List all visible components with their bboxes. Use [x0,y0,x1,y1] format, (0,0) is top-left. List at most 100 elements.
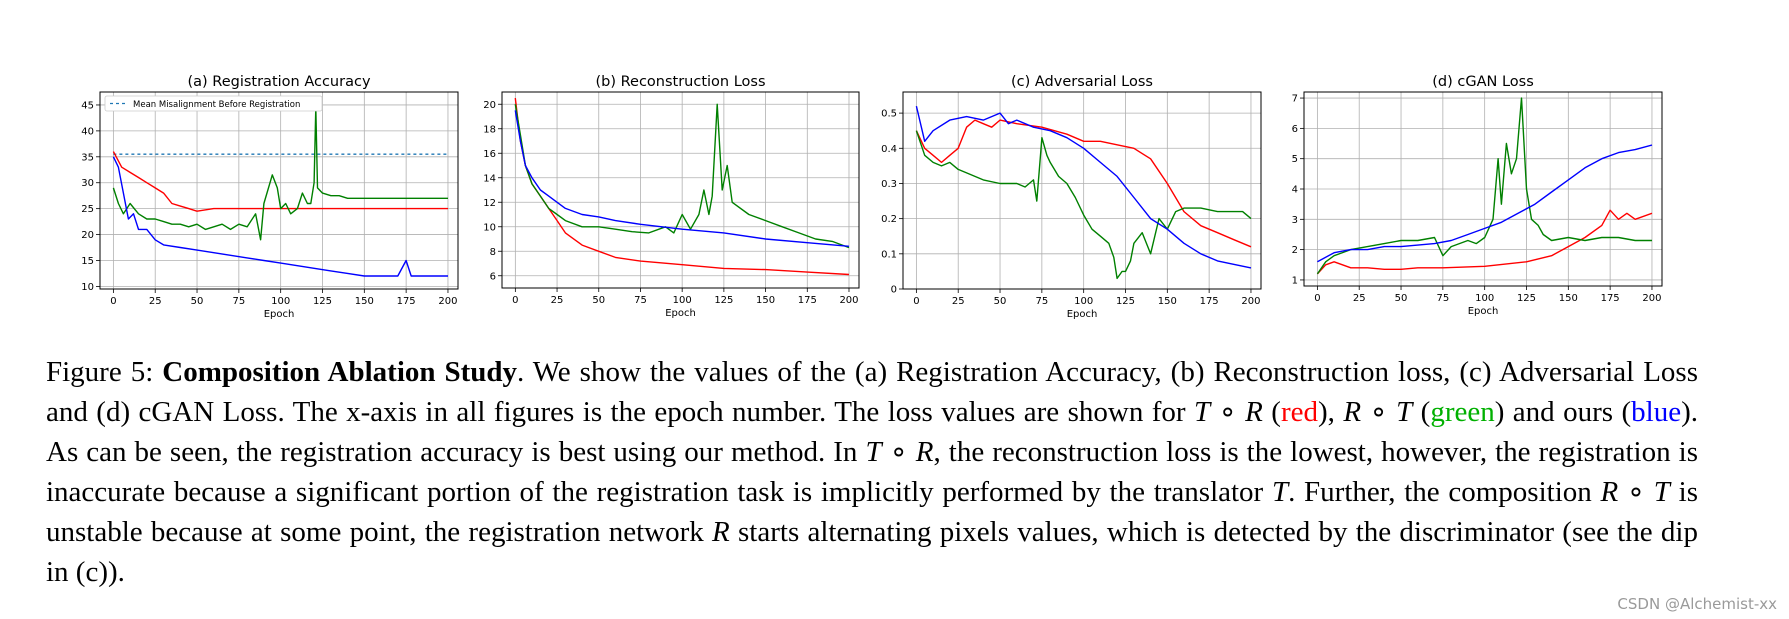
x-tick-label: 100 [673,295,692,306]
caption-text: , the reconstruction loss is the lowest,… [46,436,1698,508]
chart-title: (c) Adversarial Loss [1011,74,1153,90]
x-tick-label: 50 [994,296,1007,307]
y-tick-label: 0.5 [881,109,897,120]
x-tick-label: 150 [756,295,775,306]
x-axis-label: Epoch [1067,309,1098,320]
x-tick-label: 0 [110,296,116,307]
x-tick-label: 150 [1158,296,1177,307]
y-tick-label: 30 [81,178,94,189]
y-tick-label: 40 [81,126,94,137]
y-tick-label: 0 [891,285,897,296]
x-tick-label: 175 [1601,293,1620,304]
caption-text: ) and ours ( [1494,396,1632,428]
y-tick-label: 2 [1292,245,1298,256]
plot-frame [99,91,459,290]
x-tick-label: 75 [634,295,647,306]
x-tick-label: 75 [232,296,245,307]
x-tick-label: 50 [592,295,605,306]
plot-frame [1303,91,1663,287]
x-tick-label: 150 [355,296,374,307]
x-tick-label: 25 [149,296,162,307]
y-tick-label: 8 [490,247,496,258]
x-tick-label: 200 [438,296,457,307]
y-tick-label: 6 [1292,124,1298,135]
series-line [915,105,1252,269]
caption-label: Figure 5: [46,356,154,388]
x-tick-label: 175 [1200,296,1219,307]
x-tick-label: 175 [397,296,416,307]
x-axis-label: Epoch [1468,306,1499,317]
series-line [514,110,850,247]
x-tick-label: 25 [952,296,965,307]
math-operator: ∘ [881,436,916,468]
y-tick-label: 45 [81,100,94,111]
y-tick-label: 16 [483,149,496,160]
x-axis-label: Epoch [264,309,295,320]
y-tick-label: 0.2 [881,214,897,225]
series-line [1316,209,1653,275]
y-tick-label: 10 [483,222,496,233]
caption-text: ). As can be seen, the registration accu… [46,396,1698,468]
y-tick-label: 14 [483,173,496,184]
x-tick-label: 200 [1241,296,1260,307]
series-line [1316,97,1652,275]
math-operator: ∘ [1361,396,1397,428]
x-tick-label: 175 [798,295,817,306]
series-line [915,119,1252,248]
caption-text: ), [1318,396,1344,428]
x-tick-label: 75 [1035,296,1048,307]
x-tick-label: 125 [1116,296,1135,307]
x-tick-label: 25 [1353,293,1366,304]
y-tick-label: 20 [483,100,496,111]
y-tick-label: 25 [81,204,94,215]
caption-text: ( [1262,396,1281,428]
y-tick-label: 3 [1292,215,1298,226]
series-line [112,106,448,241]
chart-title: (b) Reconstruction Loss [595,74,765,90]
caption-red-word: red [1280,396,1318,428]
y-tick-label: 4 [1292,185,1298,196]
legend-label: Mean Misalignment Before Registration [133,100,300,110]
x-tick-label: 100 [1475,293,1494,304]
chart-title: (a) Registration Accuracy [187,74,370,90]
series-line [1317,144,1653,263]
x-tick-label: 125 [1517,293,1536,304]
figure-caption: Figure 5: Composition Ablation Study. We… [46,352,1698,592]
caption-text: . We show the values of the (a) Registra… [46,356,1698,428]
math-operator: ∘ [1210,396,1246,428]
caption-text: starts alternating pixels values, which … [46,516,1698,588]
y-tick-label: 7 [1292,94,1298,105]
series-line [112,156,448,277]
math-operator: ∘ [1618,476,1654,508]
math-symbol: R [1245,396,1263,428]
y-tick-label: 0.4 [881,144,897,155]
math-symbol: T [1396,396,1413,428]
x-tick-label: 0 [1314,293,1320,304]
math-symbol: T [1653,476,1670,508]
x-tick-label: 75 [1436,293,1449,304]
caption-text: ( [1412,396,1431,428]
y-tick-label: 0.1 [881,249,897,260]
x-tick-label: 150 [1559,293,1578,304]
math-symbol: R [1343,396,1362,428]
x-tick-label: 125 [313,296,332,307]
math-symbol: T [1271,476,1289,508]
y-tick-label: 10 [81,282,94,293]
watermark: CSDN @Alchemist-xx [1617,595,1777,613]
plot-frame [501,91,860,289]
math-symbol: T [1194,396,1211,428]
y-tick-label: 0.3 [881,179,897,190]
x-tick-label: 50 [1395,293,1408,304]
x-tick-label: 100 [1074,296,1093,307]
caption-blue-word: blue [1631,396,1682,428]
math-symbol: R [712,516,730,548]
caption-title: Composition Ablation Study [162,356,518,388]
x-tick-label: 100 [271,296,290,307]
x-tick-label: 0 [512,295,518,306]
y-tick-label: 18 [483,124,496,135]
y-tick-label: 5 [1292,154,1298,165]
chart-title: (d) cGAN Loss [1432,74,1534,90]
series-line [112,151,448,212]
caption-green-word: green [1430,396,1495,428]
y-tick-label: 20 [81,230,94,241]
